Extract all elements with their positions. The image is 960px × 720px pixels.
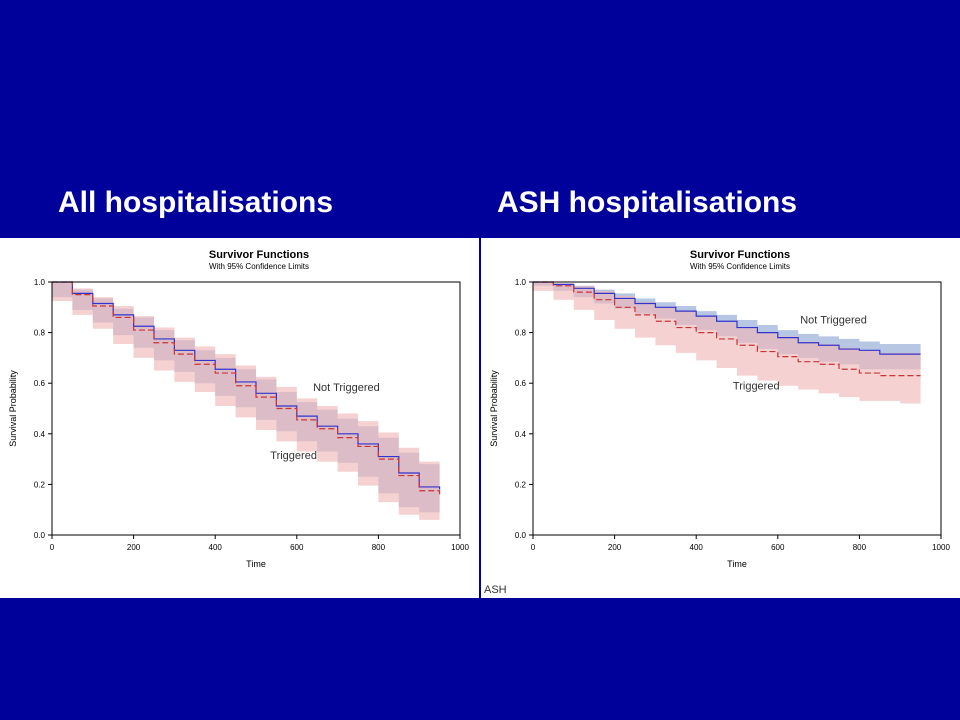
x-tick-label: 0 (531, 543, 536, 552)
series-annotation: Triggered (733, 381, 780, 393)
x-tick-label: 400 (209, 543, 223, 552)
y-tick-label: 0.6 (34, 379, 46, 388)
x-axis-label: Time (727, 559, 747, 569)
y-tick-label: 0.8 (515, 329, 527, 338)
series-annotation: Not Triggered (313, 382, 380, 394)
chart-subtitle: With 95% Confidence Limits (209, 262, 309, 271)
chart-subtitle: With 95% Confidence Limits (690, 262, 790, 271)
x-tick-label: 1000 (932, 543, 950, 552)
x-tick-label: 200 (608, 543, 622, 552)
y-tick-label: 0.2 (34, 480, 46, 489)
x-tick-label: 0 (50, 543, 55, 552)
plot-frame (532, 281, 942, 536)
chart-panel-all-hospitalisations: Survivor Functions With 95% Confidence Li… (0, 238, 479, 598)
slide-heading-right: ASH hospitalisations (497, 186, 798, 219)
confidence-band-triggered (533, 282, 921, 404)
chart-title: Survivor Functions (209, 249, 309, 261)
x-tick-label: 200 (127, 543, 141, 552)
y-tick-label: 1.0 (34, 278, 46, 287)
x-tick-label: 800 (372, 543, 386, 552)
chart-title: Survivor Functions (690, 249, 790, 261)
chart-panel-ash-hospitalisations: Survivor Functions With 95% Confidence Li… (481, 238, 960, 598)
series-annotation: Triggered (270, 450, 317, 462)
y-tick-label: 0.2 (515, 480, 527, 489)
survival-line-triggered (52, 281, 441, 498)
confidence-band-triggered (52, 282, 440, 520)
x-tick-label: 1000 (451, 543, 469, 552)
y-axis-label: Survival Probability (8, 370, 18, 447)
y-tick-label: 0.4 (34, 430, 46, 439)
x-tick-label: 600 (771, 543, 785, 552)
x-tick-label: 600 (290, 543, 304, 552)
y-tick-label: 0.4 (515, 430, 527, 439)
x-tick-label: 800 (853, 543, 867, 552)
slide-heading-left: All hospitalisations (58, 186, 334, 219)
x-axis-label: Time (246, 559, 266, 569)
x-tick-label: 400 (690, 543, 704, 552)
y-axis-label: Survival Probability (489, 370, 499, 447)
y-tick-label: 0.0 (34, 531, 46, 540)
plot-frame (51, 281, 461, 536)
chart-footer-note: ASH (484, 584, 507, 596)
series-annotation: Not Triggered (800, 315, 867, 327)
y-tick-label: 0.0 (515, 531, 527, 540)
y-tick-label: 1.0 (515, 278, 527, 287)
y-tick-label: 0.6 (515, 379, 527, 388)
y-tick-label: 0.8 (34, 329, 46, 338)
